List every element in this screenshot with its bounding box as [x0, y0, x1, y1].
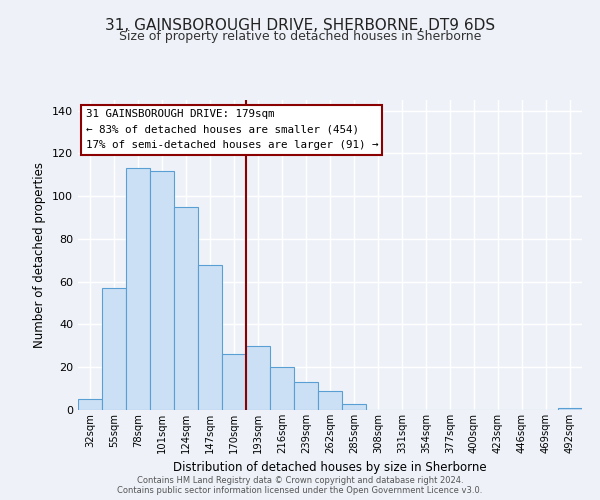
X-axis label: Distribution of detached houses by size in Sherborne: Distribution of detached houses by size … — [173, 462, 487, 474]
Bar — [270, 367, 294, 410]
Bar — [78, 400, 102, 410]
Bar — [246, 346, 270, 410]
Bar — [174, 207, 198, 410]
Y-axis label: Number of detached properties: Number of detached properties — [34, 162, 46, 348]
Bar — [294, 382, 318, 410]
Bar — [558, 408, 582, 410]
Bar — [198, 264, 222, 410]
Bar — [126, 168, 150, 410]
Text: 31 GAINSBOROUGH DRIVE: 179sqm
← 83% of detached houses are smaller (454)
17% of : 31 GAINSBOROUGH DRIVE: 179sqm ← 83% of d… — [86, 110, 378, 150]
Text: 31, GAINSBOROUGH DRIVE, SHERBORNE, DT9 6DS: 31, GAINSBOROUGH DRIVE, SHERBORNE, DT9 6… — [105, 18, 495, 32]
Text: Contains HM Land Registry data © Crown copyright and database right 2024.: Contains HM Land Registry data © Crown c… — [137, 476, 463, 485]
Bar — [150, 170, 174, 410]
Text: Contains public sector information licensed under the Open Government Licence v3: Contains public sector information licen… — [118, 486, 482, 495]
Text: Size of property relative to detached houses in Sherborne: Size of property relative to detached ho… — [119, 30, 481, 43]
Bar — [222, 354, 246, 410]
Bar — [318, 391, 342, 410]
Bar — [102, 288, 126, 410]
Bar — [342, 404, 366, 410]
